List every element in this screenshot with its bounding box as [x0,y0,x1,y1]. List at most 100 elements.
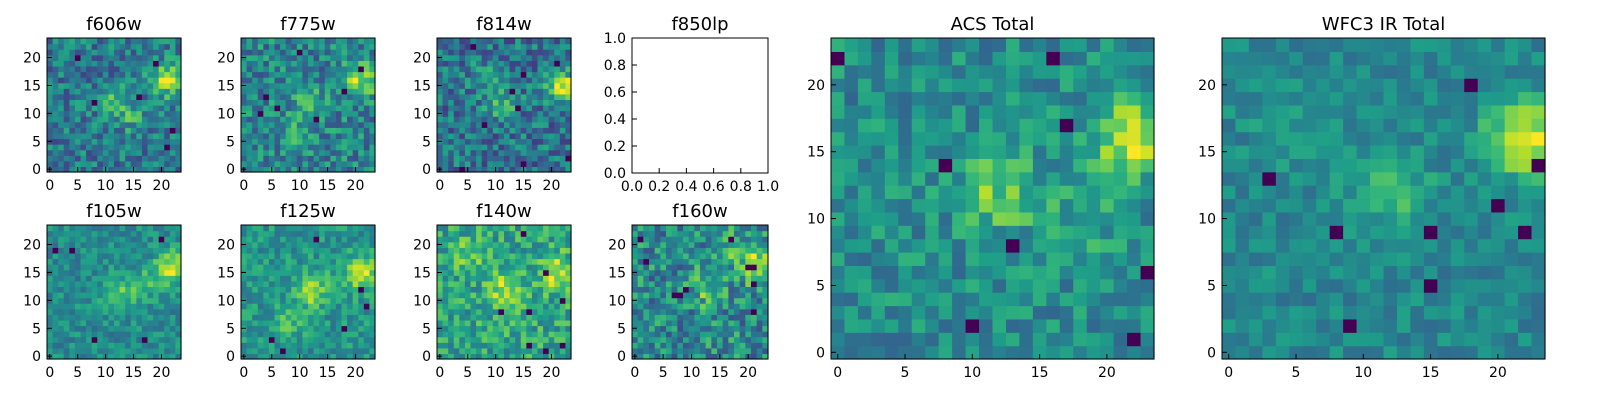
heatmap-cell [86,236,93,243]
heatmap-cell [448,132,455,140]
heatmap-cell [358,160,365,168]
heatmap-cell [313,99,320,106]
heatmap-cell [352,93,359,101]
heatmap-cell [1140,118,1155,133]
heatmap-cell [1140,51,1155,66]
heatmap-cell [358,286,365,293]
heatmap-cell [58,247,65,254]
heatmap-cell [125,331,132,338]
heatmap-cell [677,319,684,327]
heatmap-cell [844,198,859,213]
heatmap-cell [481,105,488,112]
heatmap-cell [308,292,315,299]
heatmap-cell [739,252,746,260]
heatmap-cell [268,105,276,112]
y-tick-label: 5 [422,321,431,337]
heatmap-cell [319,319,326,327]
heatmap-cell [554,264,561,271]
heatmap-cell [756,314,763,321]
heatmap-cell [363,144,371,151]
heatmap-cell [717,252,724,260]
heatmap-cell [285,275,292,282]
heatmap-cell [291,110,298,117]
heatmap-cell [1343,252,1358,266]
heatmap-cell [358,144,365,151]
heatmap-cell [548,99,555,106]
heatmap-cell [498,308,505,315]
heatmap-cell [1248,252,1263,266]
heatmap-cell [1059,305,1074,320]
heatmap-cell [660,347,667,355]
heatmap-cell [453,60,460,67]
heatmap-cell [330,99,337,106]
heatmap-cell [979,104,994,119]
heatmap-cell [481,166,488,173]
heatmap-cell [1235,252,1250,266]
heatmap-cell [114,160,121,168]
heatmap-cell [844,278,859,293]
heatmap-cell [80,292,87,299]
heatmap-cell [102,105,110,112]
heatmap-cell [857,158,872,173]
heatmap-cell [448,160,455,168]
heatmap-cell [543,280,550,288]
heatmap-cell [992,265,1007,280]
heatmap-cell [291,286,298,293]
heatmap-cell [643,314,650,321]
heatmap-cell [722,258,729,265]
x-tick-label: 5 [267,178,276,194]
heatmap-cell [711,269,718,276]
heatmap-cell [476,319,483,327]
heatmap-cell [965,185,980,200]
heatmap-cell [671,353,678,360]
heatmap-cell [504,149,511,156]
heatmap-cell [280,297,287,304]
heatmap-cell [108,138,115,145]
heatmap-cell [241,280,248,288]
heatmap-cell [637,247,644,254]
heatmap-cell [1046,278,1061,293]
heatmap-cell [884,145,899,159]
heatmap-cell [69,308,76,315]
heatmap-cell [515,144,522,151]
heatmap-cell [241,264,248,271]
heatmap-cell [857,332,872,347]
heatmap-cell [52,49,59,56]
heatmap-cell [274,144,281,151]
heatmap-cell [291,105,298,112]
heatmap-cell [257,105,264,112]
heatmap-cell [252,49,259,56]
heatmap-cell [324,116,331,123]
panel-title: f105w [86,201,141,222]
heatmap-cell [63,49,70,56]
heatmap-cell [762,353,769,360]
heatmap-cell [526,292,533,299]
heatmap-cell [1046,78,1061,93]
heatmap-cell [1450,345,1465,360]
heatmap-cell [363,49,371,56]
heatmap-cell [246,116,253,123]
heatmap-cell [246,105,253,112]
heatmap-cell [1046,131,1061,146]
heatmap-cell [965,131,980,146]
heatmap-cell [481,54,488,61]
heatmap-cell [666,241,673,248]
heatmap-cell [487,149,494,156]
heatmap-cell [291,331,298,338]
heatmap-cell [925,318,940,333]
heatmap-cell [537,303,544,310]
heatmap-cell [296,38,304,45]
heatmap-cell [69,331,76,338]
heatmap-cell [257,336,264,343]
heatmap-cell [164,275,171,282]
heatmap-cell [504,105,511,112]
heatmap-cell [459,149,466,156]
heatmap-cell [531,110,539,117]
heatmap-cell [470,286,477,293]
heatmap-cell [268,331,276,338]
heatmap-cell [136,132,143,140]
heatmap-cell [158,105,165,112]
heatmap-cell [141,319,149,327]
heatmap-cell [677,230,684,237]
heatmap-cell [1289,318,1304,333]
